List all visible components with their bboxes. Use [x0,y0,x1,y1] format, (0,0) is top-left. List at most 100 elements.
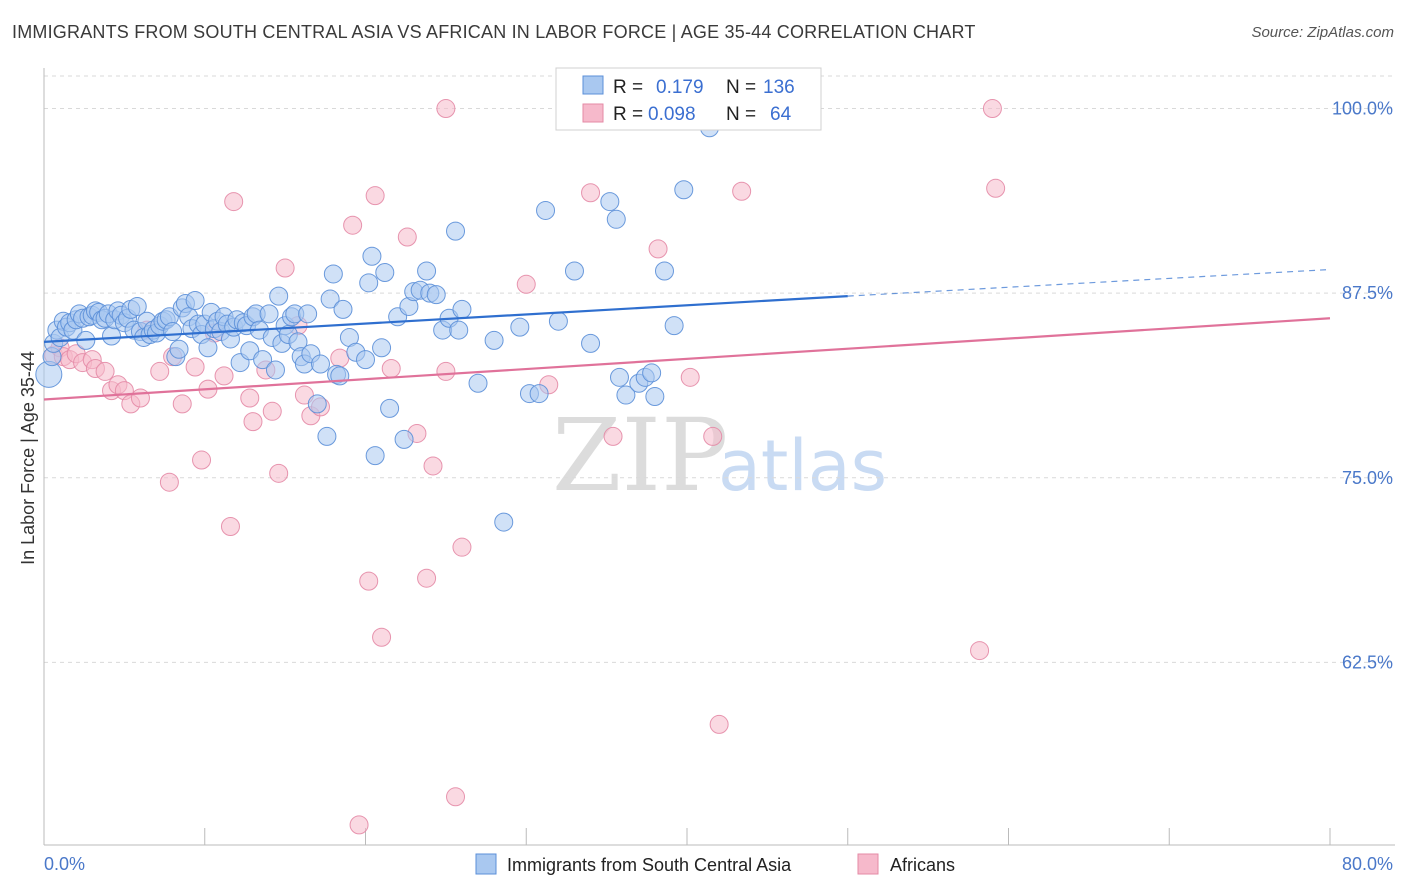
stats-pink-r-value: 0.098 [648,104,696,125]
blue-point-80 [298,304,318,324]
pink-point-31 [275,258,295,278]
pink-point-39 [359,571,379,591]
blue-point-124 [609,367,629,387]
blue-trend-line [43,295,848,343]
blue-point-85 [320,289,340,309]
pink-point-57 [680,367,700,387]
x-tick-labels: 0.0% 80.0% [44,854,1393,874]
pink-point-48 [446,787,466,807]
y-axis-label: In Labor Force | Age 35-44 [18,351,38,565]
blue-point-111 [452,299,472,319]
pink-point-20 [192,450,212,470]
legend-blue-swatch [475,853,497,875]
pink-point-63 [970,641,990,661]
blue-trend-extension [847,268,1331,297]
axes [43,68,1395,846]
y-tick-label-0: 100.0% [1332,99,1393,119]
trend-lines [43,268,1331,401]
blue-point-71 [269,286,289,306]
pink-point-58 [703,426,723,446]
pink-trend-line [43,317,1331,401]
blue-point-28 [127,296,147,316]
blue-point-67 [253,350,273,370]
blue-point-130 [654,261,674,281]
legend-pink-label: Africans [890,855,955,875]
pink-point-47 [436,361,456,381]
blue-point-93 [359,273,379,293]
stats-pink-n-value: 64 [770,104,792,125]
stats-pink-swatch [582,103,604,123]
y-tick-label-1: 87.5% [1342,283,1393,303]
watermark: ZIP atlas [552,397,887,514]
blue-point-94 [362,246,382,266]
pink-point-25 [224,192,244,212]
y-tick-label-2: 75.0% [1342,468,1393,488]
blue-point-115 [510,317,530,337]
blue-point-112 [468,373,488,393]
stats-blue-swatch [582,75,604,95]
blue-point-89 [333,299,353,319]
chart-title: IMMIGRANTS FROM SOUTH CENTRAL ASIA VS AF… [12,22,976,42]
blue-point-86 [323,264,343,284]
pink-point-51 [516,274,536,294]
pink-point-40 [365,186,385,206]
x-ticks [43,828,1331,845]
blue-point-110 [449,320,469,340]
blue-point-20 [102,326,122,346]
chart-source: Source: ZipAtlas.com [1251,24,1394,41]
legend-blue-label: Immigrants from South Central Asia [507,855,792,875]
blue-point-95 [365,446,385,466]
blue-point-128 [642,363,662,383]
blue-point-83 [310,354,330,374]
pink-point-8 [95,361,115,381]
blue-point-100 [394,429,414,449]
pink-point-37 [343,215,363,235]
blue-point-113 [484,330,504,350]
stats-blue-n-label: N = [726,77,756,98]
blue-point-109 [446,221,466,241]
blue-point-84 [317,426,337,446]
stats-box: R = 0.179 N = 136 R = 0.098 N = 64 [555,67,822,131]
stats-blue-r-value: 0.179 [656,77,704,98]
y-tick-label-3: 62.5% [1342,652,1393,672]
x-tick-label-0: 0.0% [44,854,85,874]
pink-point-41 [372,627,392,647]
pink-point-18 [172,394,192,414]
blue-point-132 [674,180,694,200]
blue-point-123 [606,209,626,229]
watermark-atlas: atlas [718,425,887,507]
blue-point-104 [417,261,437,281]
legend-pink-swatch [857,853,879,875]
stats-pink-r-label: R = [613,104,643,125]
blue-point-98 [380,398,400,418]
pink-point-46 [423,456,443,476]
blue-point-106 [426,285,446,305]
pink-point-24 [220,517,240,537]
blue-point-50 [198,338,218,358]
blue-point-46 [185,291,205,311]
blue-point-39 [163,322,183,342]
watermark-zip: ZIP [552,397,728,514]
pink-point-26 [240,388,260,408]
pink-point-16 [159,472,179,492]
pink-point-36 [330,348,350,368]
x-tick-label-1: 80.0% [1342,854,1393,874]
legend: Immigrants from South Central Asia Afric… [475,853,955,875]
pink-point-43 [397,227,417,247]
blue-point-41 [169,339,189,359]
pink-point-56 [648,239,668,259]
pink-point-13 [130,388,150,408]
blue-point-121 [581,333,601,353]
pink-point-59 [709,714,729,734]
pink-point-54 [603,426,623,446]
pink-point-42 [381,358,401,378]
pink-point-60 [732,181,752,201]
blue-point-97 [375,262,395,282]
blue-point-96 [372,338,392,358]
pink-point-49 [452,537,472,557]
stats-blue-n-value: 136 [763,77,795,98]
stats-blue-r-label: R = [613,77,643,98]
stats-pink-n-label: N = [726,104,756,125]
blue-point-92 [356,350,375,370]
